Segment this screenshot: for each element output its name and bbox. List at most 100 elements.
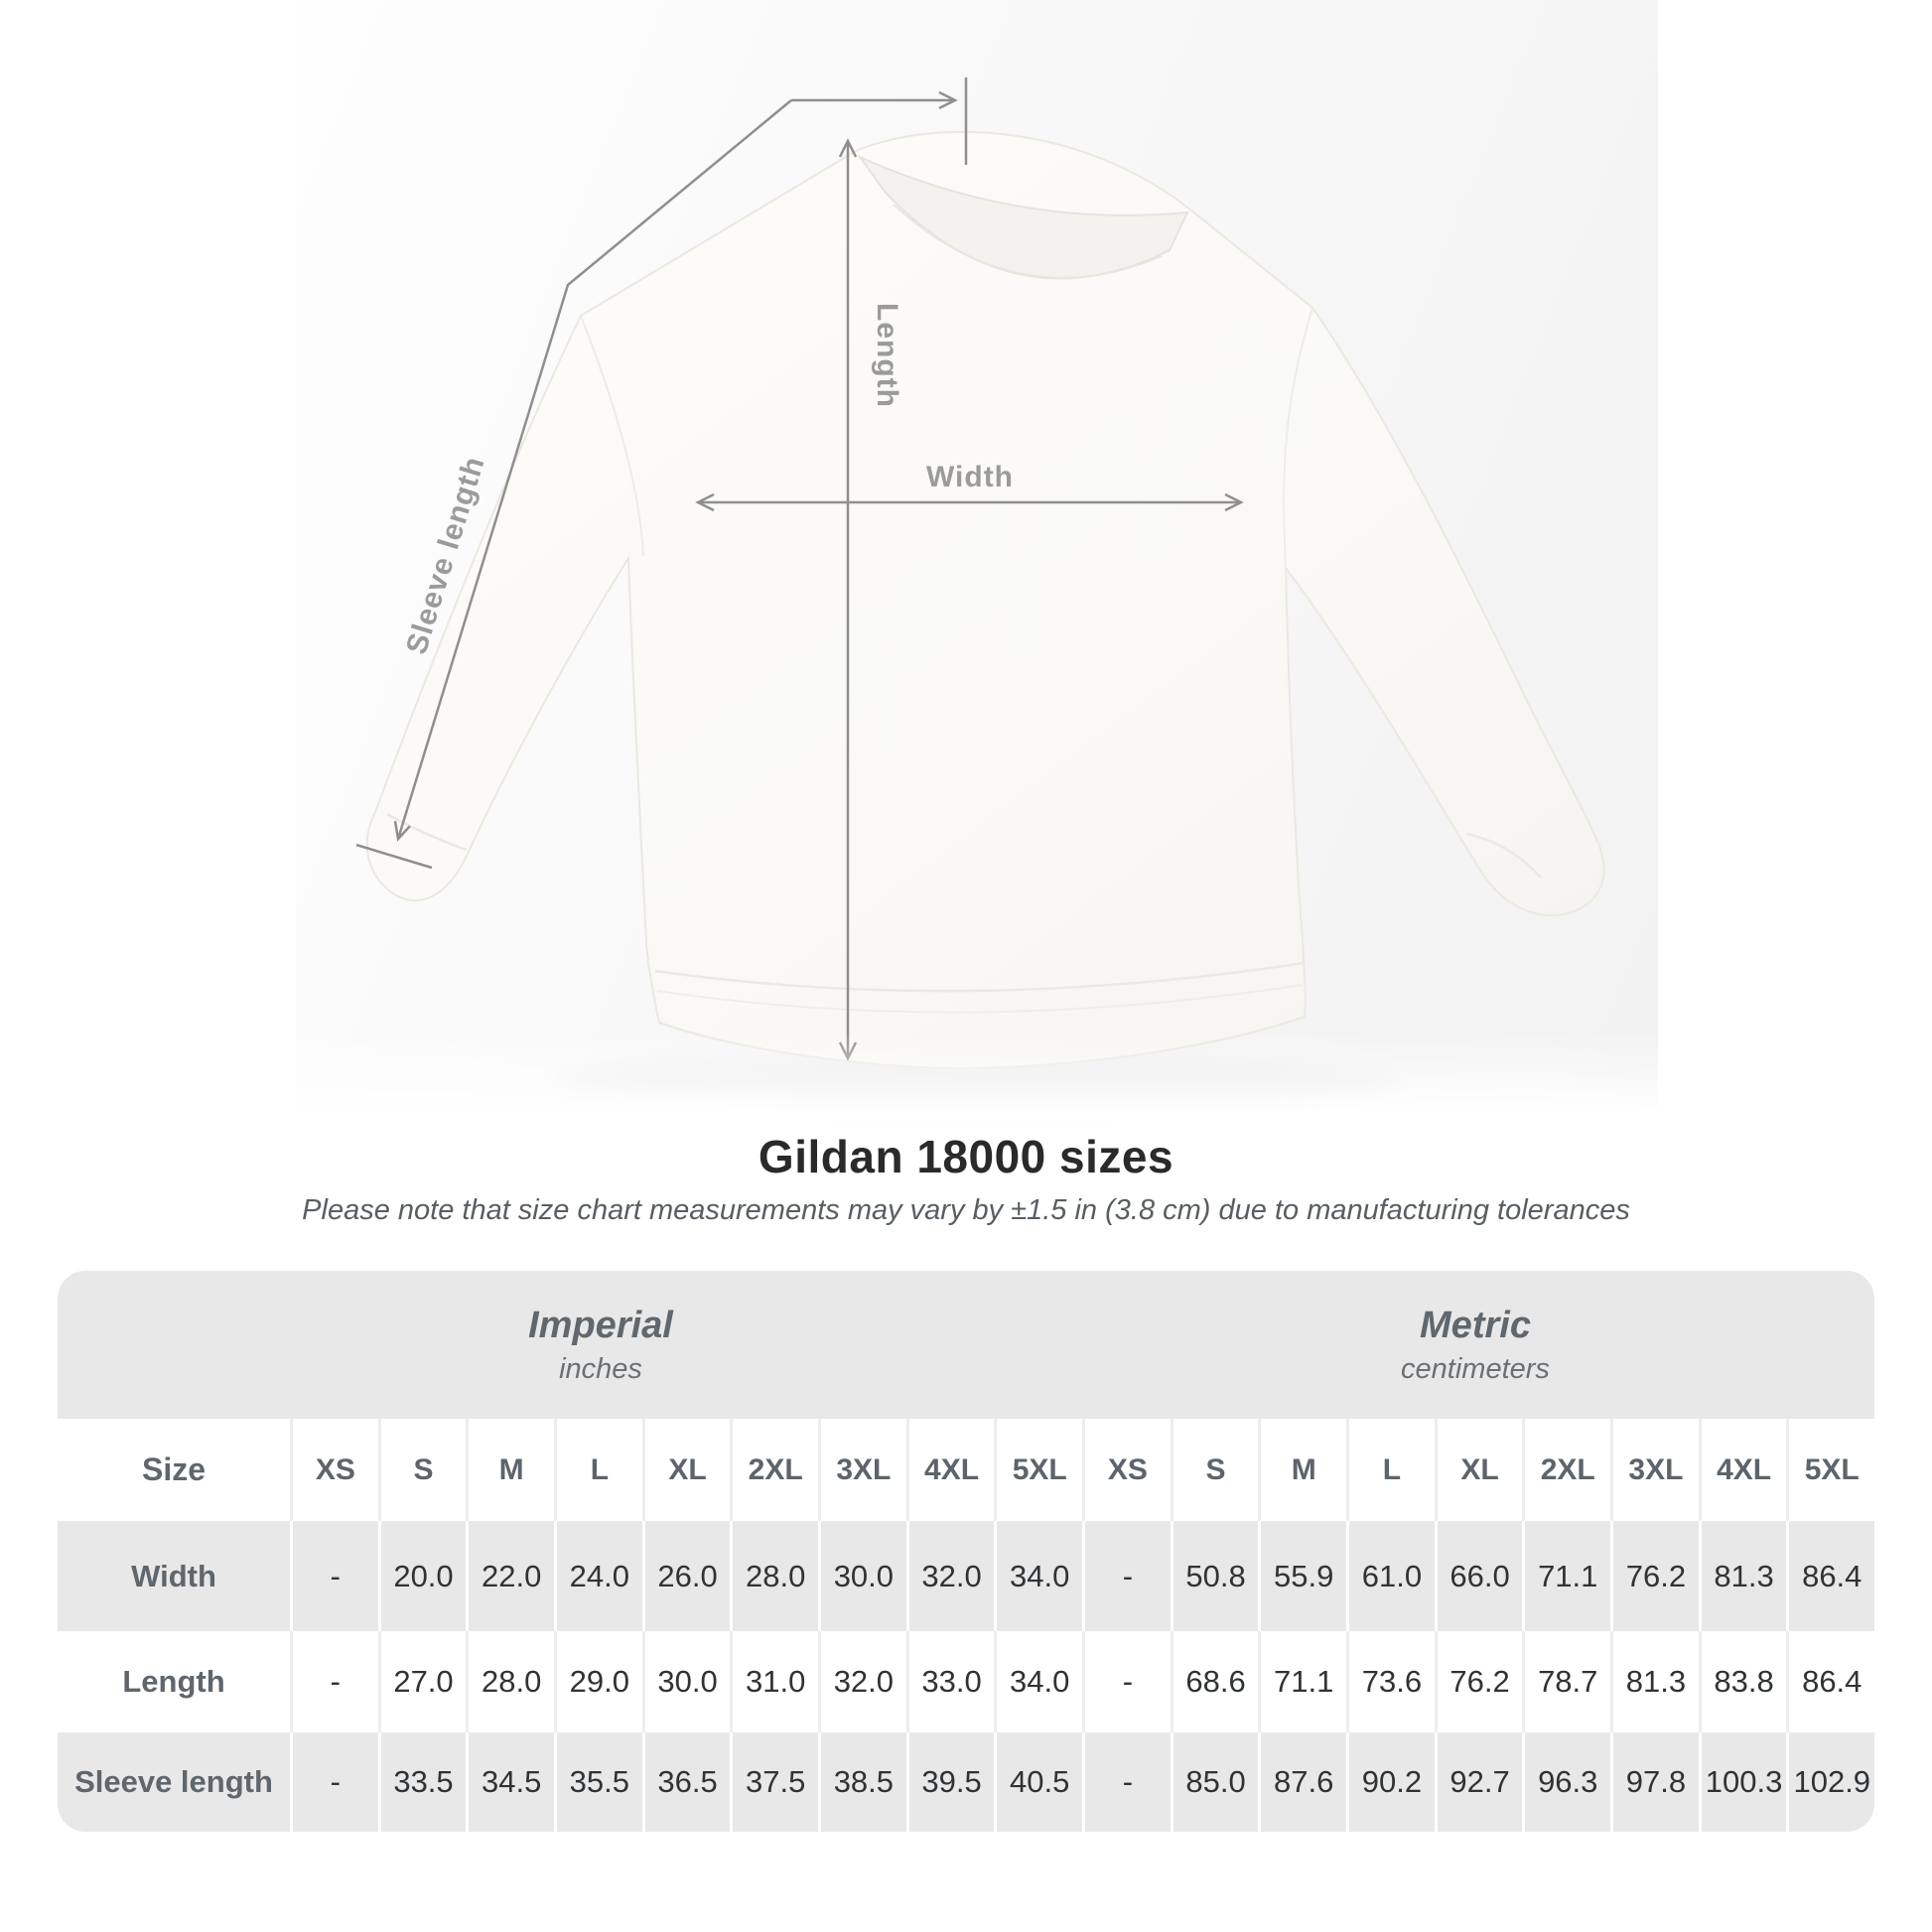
value-cell: 86.4: [1786, 1521, 1874, 1631]
left-cuff-seam: [386, 812, 468, 852]
row-label: Width: [131, 1558, 216, 1593]
value-cell: 37.5: [730, 1732, 818, 1832]
size-col-header: 4XL: [905, 1419, 995, 1521]
size-column-label: Size: [141, 1451, 207, 1487]
sleeve-arrowhead: [393, 820, 411, 842]
sweatshirt-body: [365, 130, 1605, 1070]
page-title: Gildan 18000 sizes: [758, 1131, 1174, 1182]
imperial-label: Imperial: [528, 1304, 673, 1346]
value-cell: 92.7: [1434, 1732, 1523, 1832]
size-col-header: 5XL: [1786, 1419, 1874, 1521]
size-col-header: 2XL: [730, 1419, 818, 1521]
row-label: Sleeve length: [74, 1764, 273, 1799]
size-col-header: 3XL: [818, 1419, 906, 1521]
value-cell: 73.6: [1346, 1631, 1435, 1732]
value-cell: 27.0: [377, 1631, 467, 1732]
value-cell: 85.0: [1170, 1732, 1259, 1832]
width-measure-label: Width: [926, 461, 1014, 493]
photo-bottom-fade: [296, 1033, 1658, 1122]
size-col-header: S: [377, 1419, 467, 1521]
value-cell: 30.0: [818, 1521, 906, 1631]
value-cell: 68.6: [1170, 1631, 1259, 1732]
value-cell: -: [1082, 1631, 1171, 1732]
value-cell: 61.0: [1346, 1521, 1435, 1631]
value-cell: 38.5: [818, 1732, 906, 1832]
value-cell: -: [1082, 1732, 1171, 1832]
size-col-header: 3XL: [1610, 1419, 1699, 1521]
value-cell: 30.0: [641, 1631, 731, 1732]
value-cell: 83.8: [1698, 1631, 1787, 1732]
metric-unit-label: centimeters: [1401, 1352, 1550, 1385]
value-cell: 76.2: [1610, 1521, 1699, 1631]
value-cell: 97.8: [1610, 1732, 1699, 1832]
size-col-header: 2XL: [1522, 1419, 1610, 1521]
length-measure-label: Length: [871, 303, 903, 408]
tolerance-note: Please note that size chart measurements…: [302, 1194, 1630, 1226]
left-shoulder-seam: [580, 315, 644, 557]
size-chart-table: Imperial inches Metric centimeters Size …: [58, 1271, 1874, 1832]
size-col-header: M: [466, 1419, 554, 1521]
value-cell: 22.0: [466, 1521, 554, 1631]
value-cell: 50.8: [1170, 1521, 1259, 1631]
imperial-unit-label: inches: [559, 1352, 642, 1385]
table-row: Length -27.0 28.0 29.0 30.0 31.0 32.0 33.0 34.0-…: [58, 1631, 1874, 1732]
value-cell: 87.6: [1258, 1732, 1346, 1832]
metric-label: Metric: [1420, 1304, 1531, 1346]
value-cell: 28.0: [466, 1631, 554, 1732]
width-arrowhead-right: [1224, 492, 1244, 512]
collar-seam: [893, 204, 1163, 279]
right-shoulder-seam: [1283, 307, 1313, 569]
right-cuff-seam: [1466, 832, 1542, 879]
value-cell: 66.0: [1434, 1521, 1523, 1631]
value-cell: 34.5: [466, 1732, 554, 1832]
size-col-header: 4XL: [1698, 1419, 1787, 1521]
table-row: Width -20.0 22.0 24.0 26.0 28.0 30.0 32.0 34.0-5…: [58, 1521, 1874, 1631]
size-col-header: M: [1258, 1419, 1346, 1521]
value-cell: 33.5: [377, 1732, 467, 1832]
size-col-header: XL: [641, 1419, 731, 1521]
row-label: Length: [122, 1664, 225, 1699]
width-arrowhead-left: [695, 492, 715, 512]
value-cell: 20.0: [377, 1521, 467, 1631]
imperial-group-header: Imperial inches: [303, 1271, 898, 1419]
value-cell: 71.1: [1258, 1631, 1346, 1732]
sleeve-length-line: [396, 99, 792, 840]
value-cell: -: [290, 1521, 378, 1631]
value-cell: 28.0: [730, 1521, 818, 1631]
measurement-rows: Width -20.0 22.0 24.0 26.0 28.0 30.0 32.0 34.0-5…: [58, 1521, 1874, 1832]
value-cell: -: [290, 1732, 378, 1832]
value-cell: 26.0: [641, 1521, 731, 1631]
size-col-header: L: [1346, 1419, 1435, 1521]
value-cell: 39.5: [905, 1732, 995, 1832]
unit-system-header-band: Imperial inches Metric centimeters: [58, 1271, 1874, 1419]
value-cell: 76.2: [1434, 1631, 1523, 1732]
table-row: Sleeve length -33.5 34.5 35.5 36.5 37.5 38.5 39…: [58, 1732, 1874, 1832]
value-cell: 78.7: [1522, 1631, 1610, 1732]
sleeve-end-cap: [355, 843, 433, 870]
size-col-header: L: [554, 1419, 642, 1521]
value-cell: 34.0: [994, 1631, 1082, 1732]
value-cell: -: [290, 1631, 378, 1732]
length-arrowhead-top: [838, 138, 858, 158]
value-cell: 81.3: [1610, 1631, 1699, 1732]
value-cell: 55.9: [1258, 1521, 1346, 1631]
value-cell: 36.5: [641, 1732, 731, 1832]
value-cell: 102.9: [1786, 1732, 1874, 1832]
value-cell: 35.5: [554, 1732, 642, 1832]
value-cell: 90.2: [1346, 1732, 1435, 1832]
value-cell: 32.0: [905, 1521, 995, 1631]
value-cell: 71.1: [1522, 1521, 1610, 1631]
size-col-header: XS: [1082, 1419, 1171, 1521]
size-col-header: 5XL: [994, 1419, 1082, 1521]
size-col-header: XS: [290, 1419, 378, 1521]
value-cell: -: [1082, 1521, 1171, 1631]
value-cell: 86.4: [1786, 1631, 1874, 1732]
waistband-seam-2: [656, 984, 1304, 1014]
value-cell: 29.0: [554, 1631, 642, 1732]
value-cell: 32.0: [818, 1631, 906, 1732]
size-col-header: S: [1170, 1419, 1259, 1521]
value-cell: 100.3: [1698, 1732, 1787, 1832]
value-cell: 96.3: [1522, 1732, 1610, 1832]
value-cell: 31.0: [730, 1631, 818, 1732]
